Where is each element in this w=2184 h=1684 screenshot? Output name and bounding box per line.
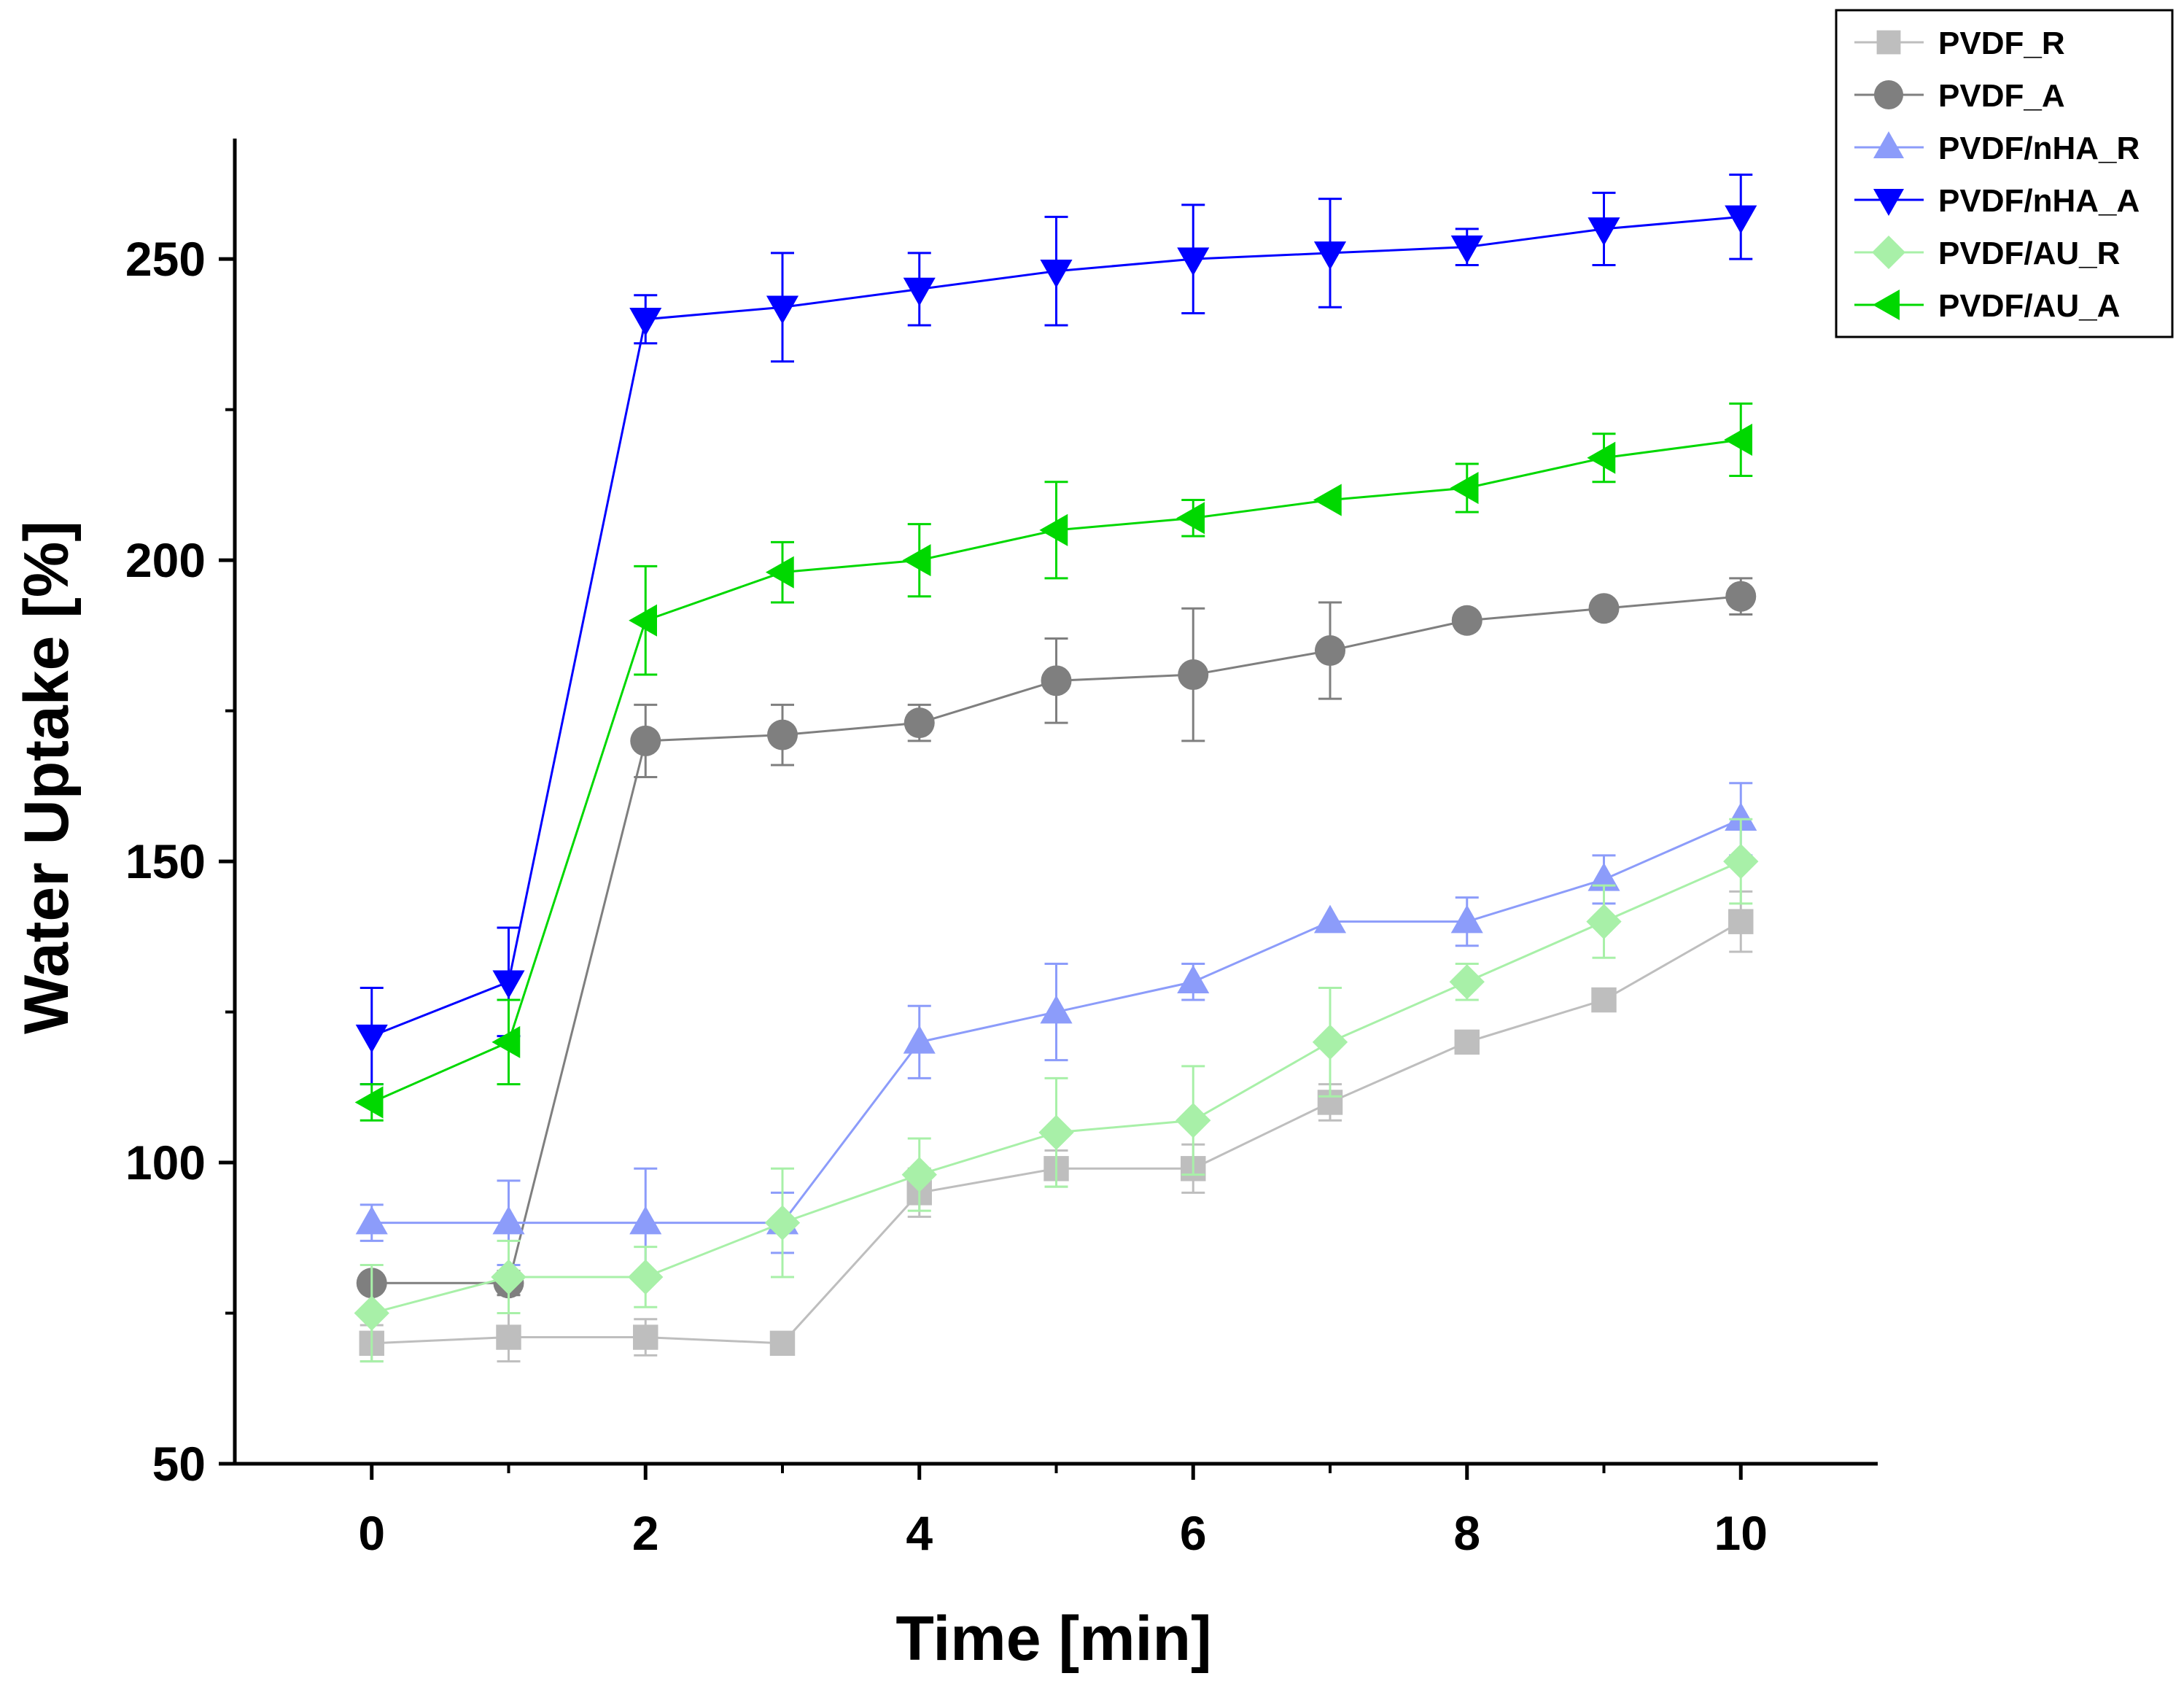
data-point-pvdf-au-a — [765, 556, 794, 589]
data-point-pvdf-a — [1451, 605, 1482, 636]
legend-marker-pvdf-r — [1876, 30, 1901, 55]
data-point-pvdf-nha-r — [492, 1206, 525, 1235]
data-point-pvdf-a — [1725, 581, 1757, 612]
legend-marker-pvdf-a — [1874, 80, 1903, 109]
y-tick-label: 50 — [152, 1437, 206, 1491]
data-point-pvdf-a — [1588, 593, 1620, 624]
data-point-pvdf-au-r — [764, 1205, 801, 1241]
data-point-pvdf-au-r — [1449, 964, 1485, 1000]
legend-marker-pvdf-au-a — [1873, 290, 1900, 320]
x-tick-label: 10 — [1714, 1506, 1768, 1560]
y-tick-label: 200 — [125, 533, 206, 587]
data-point-pvdf-au-r — [901, 1157, 937, 1192]
data-point-pvdf-nha-a — [492, 970, 525, 999]
data-point-pvdf-au-r — [1175, 1103, 1211, 1138]
legend-label-pvdf-nha-r: PVDF/nHA_R — [1938, 131, 2140, 166]
data-point-pvdf-a — [903, 707, 935, 739]
data-point-pvdf-nha-r — [903, 1025, 936, 1054]
data-point-pvdf-nha-a — [1313, 241, 1347, 271]
data-point-pvdf-nha-r — [355, 1206, 388, 1235]
data-point-pvdf-au-r — [354, 1295, 389, 1331]
data-point-pvdf-au-a — [1039, 513, 1068, 546]
data-point-pvdf-nha-a — [1450, 235, 1483, 264]
legend-label-pvdf-r: PVDF_R — [1938, 26, 2065, 61]
series-line-pvdf-nha-a — [371, 215, 1741, 1037]
data-point-pvdf-au-a — [1724, 423, 1752, 457]
data-point-pvdf-au-r — [1312, 1024, 1348, 1060]
legend-label-pvdf-au-a: PVDF/AU_A — [1938, 288, 2120, 324]
data-point-pvdf-au-a — [354, 1086, 384, 1119]
data-point-pvdf-au-a — [491, 1025, 521, 1058]
data-point-pvdf-nha-r — [1450, 904, 1483, 934]
y-tick-label: 250 — [125, 232, 206, 286]
series-pvdf-a — [356, 577, 1757, 1299]
data-point-pvdf-a — [1315, 635, 1345, 667]
data-point-pvdf-au-a — [1313, 484, 1342, 516]
data-point-pvdf-au-r — [628, 1259, 664, 1295]
data-point-pvdf-r — [1728, 909, 1754, 934]
y-axis-title: Water Uptake [%] — [12, 521, 82, 1034]
series-pvdf-au-r — [354, 818, 1759, 1363]
series-layer — [354, 174, 1759, 1363]
legend-label-pvdf-au-r: PVDF/AU_R — [1938, 236, 2120, 271]
data-point-pvdf-nha-a — [903, 277, 936, 306]
data-point-pvdf-au-a — [902, 544, 931, 577]
data-point-pvdf-nha-r — [1725, 802, 1757, 831]
data-point-pvdf-r — [633, 1324, 658, 1350]
data-point-pvdf-nha-a — [355, 1024, 388, 1053]
legend-marker-pvdf-nha-a — [1873, 189, 1904, 216]
x-tick-label: 0 — [358, 1506, 385, 1560]
data-point-pvdf-r — [769, 1330, 796, 1357]
y-tick-label: 100 — [125, 1136, 206, 1190]
data-point-pvdf-a — [767, 719, 798, 750]
axes: 50 100 150 200 250 0 2 4 6 8 10 — [125, 139, 1878, 1560]
x-tick-label: 6 — [1180, 1506, 1207, 1560]
legend: PVDF_R PVDF_A PVDF/nHA_R PVDF/nHA_A PVDF/AU_… — [1835, 9, 2174, 338]
data-point-pvdf-r — [496, 1324, 521, 1350]
data-point-pvdf-au-a — [1176, 502, 1205, 535]
data-point-pvdf-au-r — [1586, 904, 1622, 939]
data-point-pvdf-nha-r — [1040, 995, 1073, 1024]
data-point-pvdf-r — [1454, 1029, 1480, 1055]
data-point-pvdf-a — [1178, 659, 1209, 691]
data-point-pvdf-au-r — [491, 1259, 526, 1295]
data-point-pvdf-au-r — [1723, 843, 1759, 880]
data-point-pvdf-nha-r — [1588, 862, 1620, 891]
data-point-pvdf-nha-a — [1725, 205, 1757, 234]
series-pvdf-au-a — [354, 402, 1753, 1122]
data-point-pvdf-nha-r — [629, 1206, 662, 1235]
legend-marker-pvdf-nha-r — [1873, 131, 1904, 158]
data-point-pvdf-au-a — [1587, 441, 1616, 474]
data-point-pvdf-au-a — [1450, 471, 1479, 505]
data-point-pvdf-nha-r — [1177, 965, 1210, 994]
data-point-pvdf-au-r — [1038, 1114, 1074, 1150]
data-point-pvdf-a — [1041, 665, 1072, 697]
data-point-pvdf-nha-a — [1588, 217, 1620, 246]
x-axis-title: Time [min] — [895, 1604, 1211, 1674]
data-point-pvdf-nha-a — [1040, 259, 1073, 288]
data-point-pvdf-nha-a — [766, 295, 799, 325]
data-point-pvdf-a — [630, 725, 661, 756]
x-tick-label: 2 — [632, 1506, 659, 1560]
legend-marker-pvdf-au-r — [1872, 236, 1905, 269]
data-point-pvdf-r — [1591, 987, 1617, 1013]
x-tick-label: 4 — [906, 1506, 933, 1560]
data-point-pvdf-au-a — [629, 604, 657, 637]
x-tick-label: 8 — [1453, 1506, 1480, 1560]
legend-label-pvdf-nha-a: PVDF/nHA_A — [1938, 183, 2140, 219]
data-point-pvdf-nha-r — [1313, 904, 1347, 934]
data-point-pvdf-nha-a — [1177, 247, 1210, 276]
legend-label-pvdf-a: PVDF_A — [1938, 78, 2065, 114]
series-pvdf-nha-r — [355, 782, 1757, 1278]
y-tick-label: 150 — [125, 834, 206, 888]
data-point-pvdf-nha-a — [629, 308, 662, 336]
legend-box — [1835, 9, 2174, 338]
